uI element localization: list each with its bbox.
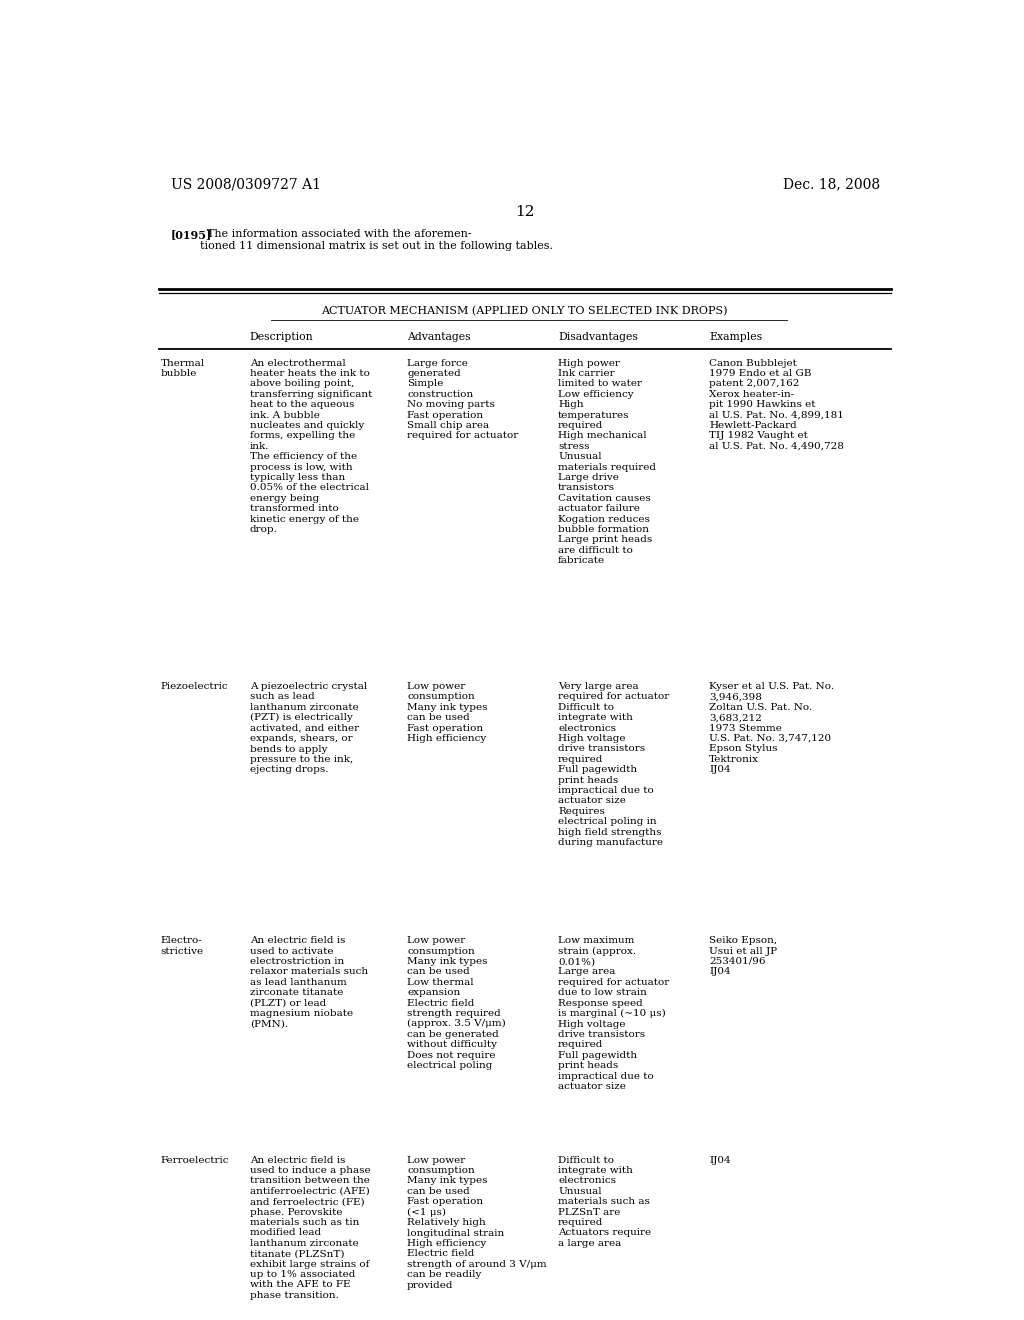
Text: An electrothermal
heater heats the ink to
above boiling point,
transferring sign: An electrothermal heater heats the ink t…: [250, 359, 372, 535]
Text: IJ04: IJ04: [710, 1155, 731, 1164]
Text: Electro-
strictive: Electro- strictive: [161, 936, 204, 956]
Text: Low power
consumption
Many ink types
can be used
Fast operation
High efficiency: Low power consumption Many ink types can…: [407, 682, 487, 743]
Text: High power
Ink carrier
limited to water
Low efficiency
High
temperatures
require: High power Ink carrier limited to water …: [558, 359, 656, 565]
Text: [0195]: [0195]: [171, 230, 212, 240]
Text: US 2008/0309727 A1: US 2008/0309727 A1: [171, 178, 321, 191]
Text: Large force
generated
Simple
construction
No moving parts
Fast operation
Small c: Large force generated Simple constructio…: [407, 359, 518, 441]
Text: A piezoelectric crystal
such as lead
lanthanum zirconate
(PZT) is electrically
a: A piezoelectric crystal such as lead lan…: [250, 682, 367, 775]
Text: Disadvantages: Disadvantages: [558, 331, 638, 342]
Text: Advantages: Advantages: [407, 331, 471, 342]
Text: An electric field is
used to activate
electrostriction in
relaxor materials such: An electric field is used to activate el…: [250, 936, 368, 1028]
Text: An electric field is
used to induce a phase
transition between the
antiferroelec: An electric field is used to induce a ph…: [250, 1155, 371, 1300]
Text: Low power
consumption
Many ink types
can be used
Low thermal
expansion
Electric : Low power consumption Many ink types can…: [407, 936, 506, 1071]
Text: The information associated with the aforemen-
tioned 11 dimensional matrix is se: The information associated with the afor…: [200, 230, 553, 251]
Text: Ferroelectric: Ferroelectric: [161, 1155, 229, 1164]
Text: 12: 12: [515, 205, 535, 219]
Text: Description: Description: [250, 331, 313, 342]
Text: Very large area
required for actuator
Difficult to
integrate with
electronics
Hi: Very large area required for actuator Di…: [558, 682, 670, 847]
Text: Thermal
bubble: Thermal bubble: [161, 359, 205, 378]
Text: Seiko Epson,
Usui et all JP
253401/96
IJ04: Seiko Epson, Usui et all JP 253401/96 IJ…: [710, 936, 777, 977]
Text: Examples: Examples: [710, 331, 763, 342]
Text: Piezoelectric: Piezoelectric: [161, 682, 228, 690]
Text: Canon Bubblejet
1979 Endo et al GB
patent 2,007,162
Xerox heater-in-
pit 1990 Ha: Canon Bubblejet 1979 Endo et al GB paten…: [710, 359, 844, 451]
Text: Difficult to
integrate with
electronics
Unusual
materials such as
PLZSnT are
req: Difficult to integrate with electronics …: [558, 1155, 651, 1247]
Text: Low power
consumption
Many ink types
can be used
Fast operation
(<1 μs)
Relative: Low power consumption Many ink types can…: [407, 1155, 547, 1290]
Text: ACTUATOR MECHANISM (APPLIED ONLY TO SELECTED INK DROPS): ACTUATOR MECHANISM (APPLIED ONLY TO SELE…: [322, 306, 728, 317]
Text: Low maximum
strain (approx.
0.01%)
Large area
required for actuator
due to low s: Low maximum strain (approx. 0.01%) Large…: [558, 936, 670, 1092]
Text: Dec. 18, 2008: Dec. 18, 2008: [782, 178, 880, 191]
Text: Kyser et al U.S. Pat. No.
3,946,398
Zoltan U.S. Pat. No.
3,683,212
1973 Stemme
U: Kyser et al U.S. Pat. No. 3,946,398 Zolt…: [710, 682, 835, 775]
